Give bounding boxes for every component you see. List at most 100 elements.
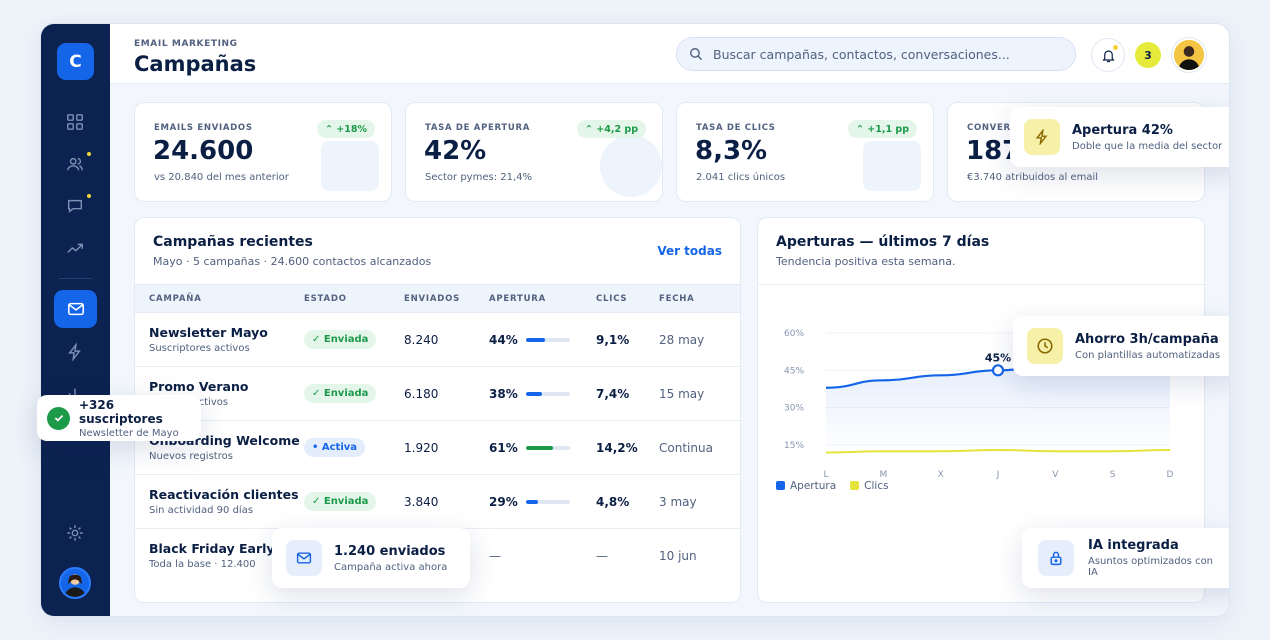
legend-label: Apertura (790, 480, 837, 492)
campaign-cell: Newsletter Mayo Suscriptores activos (135, 312, 304, 367)
user-avatar[interactable] (59, 567, 91, 599)
campaign-name[interactable]: Black Friday Early (149, 541, 275, 557)
dashboard-icon[interactable] (59, 106, 91, 138)
legend-item-apertura[interactable]: Apertura (776, 480, 836, 492)
clicks-cell: — (596, 548, 608, 563)
y-tick-label: 15% (784, 441, 804, 451)
kpi-decoration (863, 141, 921, 191)
kpi-value: 24.600 (153, 136, 254, 166)
campaign-name[interactable]: Promo Verano (149, 379, 249, 394)
automation-bolt-icon[interactable] (59, 336, 91, 368)
column-header[interactable]: ENVIADOS (404, 284, 489, 313)
x-tick-label: X (938, 470, 944, 480)
open-cell: 29% (489, 474, 596, 529)
kpi-label: EMAILS ENVIADOS (154, 123, 253, 133)
app-frame: C EMAIL MARKETING (40, 23, 1230, 617)
legend-item-clics[interactable]: Clics (850, 480, 889, 492)
search-placeholder: Buscar campañas, contactos, conversacion… (713, 46, 1010, 62)
notifications-button[interactable] (1091, 38, 1125, 72)
x-tick-label: S (1110, 470, 1116, 480)
open-cell: — (489, 548, 501, 563)
kpi-trend-value: +1,1 pp (867, 123, 909, 135)
column-header[interactable]: APERTURA (489, 284, 596, 313)
floating-card-ia: IA integrada Asuntos optimizados con IA (1022, 528, 1229, 588)
open-rate: 44% (489, 332, 518, 347)
y-tick-label: 60% (784, 329, 804, 339)
status-badge: ✓ Enviada (304, 330, 377, 349)
date-cell: 3 may (659, 474, 740, 529)
open-rate-bar (525, 338, 570, 342)
search-input[interactable]: Buscar campañas, contactos, conversacion… (676, 37, 1076, 71)
view-all-link[interactable]: Ver todas (657, 244, 722, 258)
kpi-card-click-rate: TASA DE CLICS 8,3% 2.041 clics únicos ⌃ … (676, 102, 934, 202)
sidebar-divider (59, 278, 92, 279)
float-sub: Doble que la media del sector (1072, 140, 1223, 152)
column-header[interactable]: FECHA (659, 284, 740, 313)
sent-cell: 3.840 (404, 474, 489, 529)
status-badge: ✓ Enviada (304, 384, 377, 403)
float-title: IA integrada (1088, 538, 1179, 553)
clock-icon (1027, 328, 1063, 364)
table-row[interactable]: Reactivación clientes Sin actividad 90 dí… (135, 474, 740, 529)
profile-avatar[interactable] (1172, 38, 1206, 72)
clicks-cell: 4,8% (596, 474, 659, 529)
campaign-desc: Suscriptores activos (149, 343, 250, 354)
notification-count-badge[interactable]: 3 (1135, 42, 1161, 68)
open-rate-bar (525, 392, 570, 396)
search-icon (690, 48, 703, 61)
float-sub: Con plantillas automatizadas (1075, 349, 1221, 361)
kpi-value: 42% (424, 136, 487, 166)
status-cell: • Activa (304, 420, 404, 475)
campaign-desc: Sin actividad 90 días (149, 505, 254, 516)
app-logo[interactable]: C (57, 43, 94, 80)
table-row[interactable]: Onboarding Welcome Nuevos registros • Act… (135, 420, 740, 475)
kpi-sub: 2.041 clics únicos (696, 172, 786, 183)
float-title: 1.240 enviados (334, 543, 446, 559)
lock-icon (1038, 540, 1074, 576)
table-row[interactable]: Black Friday Early Toda la base · 12.400 … (135, 529, 740, 583)
floating-card-apertura: Apertura 42% Doble que la media del secto… (1010, 107, 1229, 167)
kpi-trend-value: +4,2 pp (596, 123, 638, 135)
campaign-name[interactable]: Reactivación clientes (149, 487, 299, 502)
section-eyebrow: EMAIL MARKETING (134, 39, 238, 49)
floating-card-suscriptores: +326 suscriptores Newsletter de Mayo (37, 395, 201, 441)
analytics-trend-icon[interactable] (59, 232, 91, 264)
settings-gear-icon[interactable] (59, 517, 91, 549)
click-rate: 4,8% (596, 494, 630, 509)
kpi-card-emails: EMAILS ENVIADOS 24.600 vs 20.840 del mes… (134, 102, 392, 202)
date-cell: 15 may (659, 366, 740, 421)
float-title: +326 suscriptores (79, 397, 163, 426)
table-row[interactable]: Promo VeranoClientes activos ✓ Enviada 6… (135, 366, 740, 421)
table-row[interactable]: Newsletter Mayo Suscriptores activos ✓ En… (135, 312, 740, 367)
x-tick-label: D (1167, 470, 1174, 480)
column-header[interactable]: CLICS (596, 284, 659, 313)
campaign-name[interactable]: Newsletter Mayo (149, 325, 268, 340)
x-tick-label: V (1052, 470, 1059, 480)
x-tick-label: J (996, 470, 1000, 480)
date-cell: 28 may (659, 312, 740, 367)
status-badge: ✓ Enviada (304, 492, 377, 511)
float-title: Apertura 42% (1072, 122, 1173, 138)
bolt-icon (1024, 119, 1060, 155)
column-header[interactable]: ESTADO (304, 284, 404, 313)
kpi-sub: Sector pymes: 21,4% (425, 172, 533, 183)
openings-chart-card: Aperturas — últimos 7 días Tendencia pos… (757, 217, 1205, 603)
bell-icon (1101, 49, 1115, 62)
email-marketing-nav[interactable] (54, 290, 97, 328)
chart-title: Aperturas — últimos 7 días (776, 234, 990, 250)
conversations-icon[interactable] (59, 190, 91, 222)
table-header-row: CAMPAÑA ESTADO ENVIADOS APERTURA CLICS F… (135, 284, 740, 313)
campaign-desc: Toda la base · 12.400 (149, 559, 256, 571)
kpi-card-open-rate: TASA DE APERTURA 42% Sector pymes: 21,4%… (405, 102, 663, 202)
floating-card-enviados: 1.240 enviados Campaña activa ahora (272, 528, 470, 588)
column-header[interactable]: CAMPAÑA (135, 284, 304, 313)
open-rate-bar (525, 500, 570, 504)
clicks-cell: 14,2% (596, 420, 659, 475)
float-sub: Asuntos optimizados con IA (1088, 556, 1214, 578)
campaign-desc: Nuevos registros (149, 451, 233, 462)
contacts-icon[interactable] (59, 148, 91, 180)
notification-dot (87, 194, 91, 198)
kpi-trend-badge: ⌃ +4,2 pp (577, 120, 646, 138)
kpi-sub: vs 20.840 del mes anterior (154, 172, 289, 183)
kpi-decoration (321, 141, 379, 191)
